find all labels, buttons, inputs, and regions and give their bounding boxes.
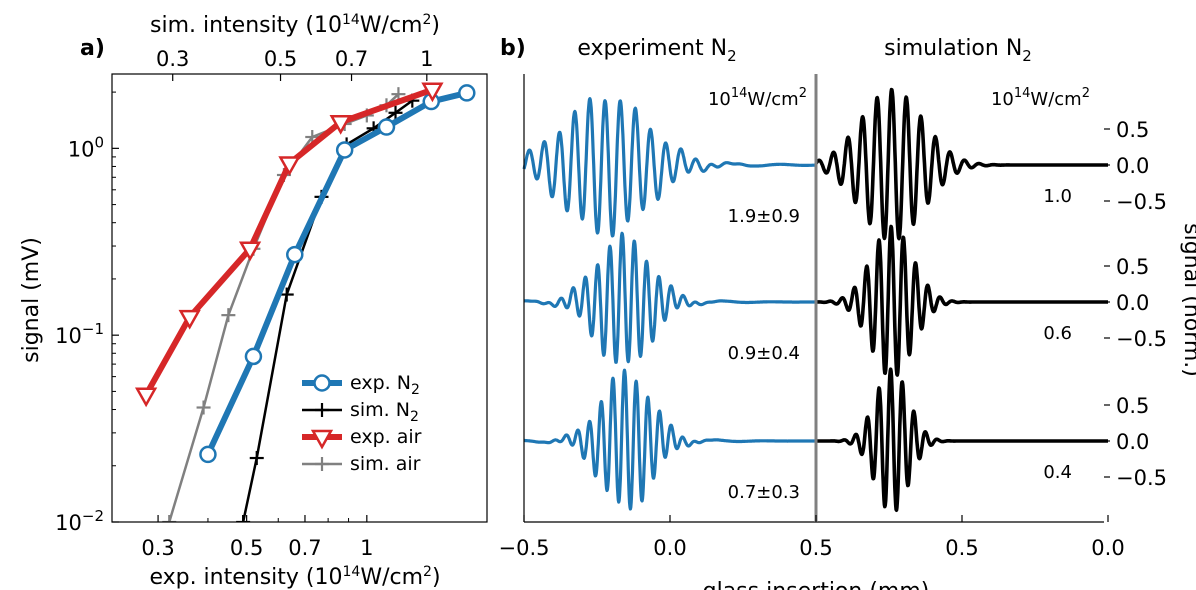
sim-trace-row-2 bbox=[814, 224, 1110, 377]
legend-item: exp. N2 bbox=[302, 372, 420, 398]
data-point bbox=[377, 118, 396, 136]
legend-item: sim. air bbox=[302, 453, 421, 475]
exp-intensity-value: 0.9±0.4 bbox=[728, 343, 800, 364]
top-x-tick-label: 1 bbox=[420, 47, 433, 71]
sim-trace-row-1 bbox=[814, 87, 1110, 241]
y-axis-title: signal (mV) bbox=[19, 237, 44, 363]
exp-trace-row-1 bbox=[522, 97, 818, 238]
plot-frame bbox=[111, 73, 488, 523]
experiment-title: experiment N2 bbox=[577, 36, 736, 65]
data-point bbox=[178, 309, 201, 330]
panel-a-label: a) bbox=[80, 36, 105, 61]
exp-trace-row-2 bbox=[522, 231, 818, 364]
x-tick-label: 1 bbox=[360, 536, 373, 560]
b-y-tick-label: 0.5 bbox=[1116, 255, 1149, 279]
legend-label: sim. air bbox=[350, 453, 421, 475]
data-point bbox=[236, 515, 251, 522]
legend-label: exp. air bbox=[350, 426, 422, 448]
top-x-tick-label: 0.3 bbox=[156, 47, 189, 71]
b-x-tick-label: −0.5 bbox=[499, 536, 550, 560]
exp-intensity-value: 1.9±0.9 bbox=[728, 206, 800, 227]
data-point bbox=[278, 156, 301, 177]
panel-a: a) sim. intensity (1014W/cm2) exp. inten… bbox=[19, 12, 488, 590]
b-x-tick-label: 0.0 bbox=[1091, 536, 1124, 560]
data-point bbox=[244, 347, 263, 366]
legend-item: sim. N2 bbox=[302, 399, 419, 425]
top-x-tick-label: 0.5 bbox=[264, 47, 297, 71]
data-point bbox=[162, 515, 177, 522]
data-point bbox=[421, 82, 444, 103]
x-axis-title: exp. intensity (1014W/cm2) bbox=[149, 564, 440, 590]
b-y-tick-label: 0.5 bbox=[1116, 118, 1149, 142]
series-line bbox=[143, 86, 434, 397]
series-exp-air bbox=[134, 82, 444, 408]
b-x-axis-title: glass insertion (mm) bbox=[703, 579, 930, 590]
y-tick-label: 10−1 bbox=[55, 320, 104, 348]
b-y-tick-label: −0.5 bbox=[1116, 327, 1167, 351]
axes-b: −0.5 0.0 0.5 0.5 0.0 0.5 0.5 0.0 −0.5 0.5 0.0 −0.5 0… bbox=[499, 74, 1167, 560]
panel-b: b) experiment N2 simulation N2 1014W/cm2… bbox=[499, 36, 1196, 590]
series-layer bbox=[134, 82, 476, 522]
simulation-title: simulation N2 bbox=[884, 36, 1032, 65]
exp-trace-row-3 bbox=[522, 368, 818, 511]
panel-b-label: b) bbox=[500, 36, 526, 61]
data-point bbox=[221, 308, 236, 323]
x-tick-label: 0.7 bbox=[288, 536, 321, 560]
legend-marker bbox=[313, 374, 331, 392]
sim-intensity-unit: 1014W/cm2 bbox=[991, 86, 1090, 110]
top-x-tick-label: 0.7 bbox=[335, 47, 368, 71]
b-x-tick-label: 0.5 bbox=[799, 536, 832, 560]
legend-marker bbox=[310, 429, 334, 450]
data-point bbox=[335, 141, 354, 159]
data-point bbox=[249, 451, 264, 466]
x-tick-label: 0.3 bbox=[141, 536, 174, 560]
legend-label: sim. N2 bbox=[350, 399, 419, 425]
b-y-axis-title: signal (norm.) bbox=[1179, 223, 1196, 377]
axes-a: 0.3 0.5 0.7 1 0.3 0.5 0.7 1 10−2 10−1 100 bbox=[55, 47, 488, 560]
b-y-tick-label: 0.5 bbox=[1116, 394, 1149, 418]
data-point bbox=[238, 241, 262, 262]
series-exp-n- bbox=[199, 84, 476, 464]
b-y-tick-label: 0.0 bbox=[1116, 430, 1149, 454]
exp-intensity-value: 0.7±0.3 bbox=[728, 482, 800, 503]
sim-intensity-value: 1.0 bbox=[1043, 186, 1072, 207]
b-y-tick-label: 0.0 bbox=[1116, 154, 1149, 178]
b-y-tick-label: 0.0 bbox=[1116, 291, 1149, 315]
b-x-tick-label: 0.0 bbox=[653, 536, 686, 560]
data-point bbox=[134, 387, 158, 408]
legend-label: exp. N2 bbox=[350, 372, 420, 398]
b-y-tick-label: −0.5 bbox=[1116, 466, 1167, 490]
legend-item: exp. air bbox=[302, 426, 422, 450]
sim-trace-row-3 bbox=[814, 367, 1110, 512]
y-tick-label: 10−2 bbox=[55, 507, 104, 535]
data-point bbox=[388, 105, 403, 120]
data-point bbox=[329, 114, 352, 135]
data-point bbox=[286, 245, 304, 264]
b-x-tick-label: 0.5 bbox=[945, 536, 978, 560]
y-tick-label: 100 bbox=[68, 133, 104, 161]
x-tick-label: 0.5 bbox=[230, 536, 263, 560]
b-y-tick-label: −0.5 bbox=[1116, 190, 1167, 214]
traces-layer: 1.9±0.9 1.0 0.9±0.4 0.6 0.7±0.3 0.4 bbox=[522, 87, 1110, 512]
exp-intensity-unit: 1014W/cm2 bbox=[708, 86, 807, 110]
top-x-axis-title: sim. intensity (1014W/cm2) bbox=[150, 12, 440, 38]
data-point bbox=[199, 445, 217, 464]
sim-intensity-value: 0.6 bbox=[1043, 323, 1072, 344]
sim-intensity-value: 0.4 bbox=[1043, 462, 1072, 483]
data-point bbox=[279, 287, 294, 302]
data-point bbox=[458, 84, 476, 102]
data-point bbox=[196, 400, 211, 415]
